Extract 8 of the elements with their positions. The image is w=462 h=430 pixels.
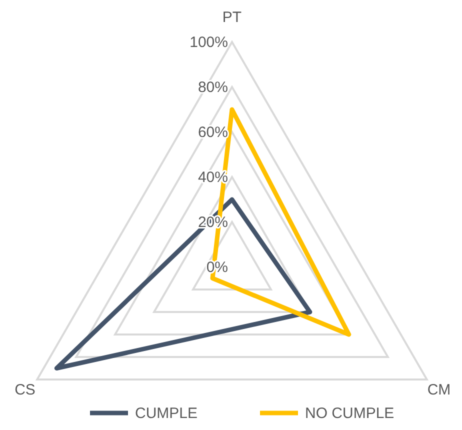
y-tick-label: 100%	[190, 34, 228, 51]
y-tick-label: 60%	[198, 124, 228, 141]
spoke-label: CM	[427, 382, 451, 398]
legend-label: CUMPLE	[135, 405, 198, 422]
y-tick-label: 80%	[198, 79, 228, 96]
spoke-label: PT	[222, 9, 242, 26]
spoke-label: CS	[14, 382, 36, 398]
legend-label: NO CUMPLE	[305, 405, 394, 422]
